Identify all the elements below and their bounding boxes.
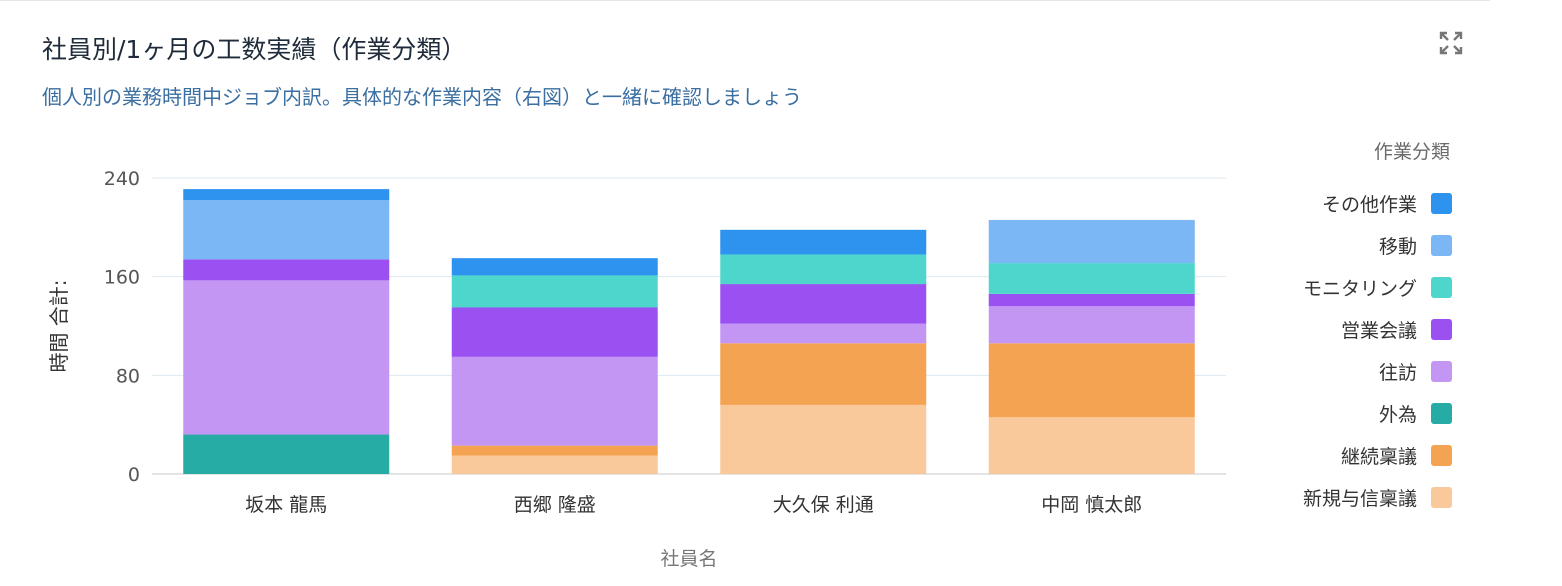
bar-segment[interactable] xyxy=(720,229,927,255)
legend: その他作業移動モニタリング営業会議往訪外為継続稟議新規与信稟議 xyxy=(1303,182,1452,518)
y-tick-label: 80 xyxy=(116,365,140,387)
bar-segment[interactable] xyxy=(183,280,390,435)
bar-segment[interactable] xyxy=(183,434,390,474)
legend-label: その他作業 xyxy=(1321,193,1417,216)
bar-segment[interactable] xyxy=(451,307,658,357)
legend-item[interactable]: 移動 xyxy=(1303,224,1452,266)
bar-segment[interactable] xyxy=(451,258,658,276)
x-axis-label: 社員名 xyxy=(660,548,717,570)
legend-swatch xyxy=(1431,318,1452,340)
bar-segment[interactable] xyxy=(451,455,658,475)
bar-segment[interactable] xyxy=(451,275,658,308)
bar-segment[interactable] xyxy=(451,356,658,446)
legend-label: 継続稟議 xyxy=(1340,445,1417,468)
x-tick-label: 坂本 龍馬 xyxy=(245,494,327,516)
legend-swatch xyxy=(1431,360,1452,382)
bar-segment[interactable] xyxy=(988,219,1195,264)
legend-swatch xyxy=(1431,402,1452,424)
legend-item[interactable]: その他作業 xyxy=(1303,182,1452,224)
top-divider xyxy=(0,0,1490,1)
bar-segment[interactable] xyxy=(183,200,390,260)
x-tick-label: 西郷 隆盛 xyxy=(514,494,596,516)
bar-segment[interactable] xyxy=(720,254,927,285)
legend-item[interactable]: 新規与信稟議 xyxy=(1303,476,1452,518)
bar-segment[interactable] xyxy=(720,404,927,474)
bar-segment[interactable] xyxy=(720,323,927,344)
legend-item[interactable]: 営業会議 xyxy=(1303,308,1452,350)
legend-item[interactable]: 外為 xyxy=(1303,392,1452,434)
legend-swatch xyxy=(1431,192,1452,214)
y-axis-label: 時間 合計: xyxy=(47,279,71,372)
legend-label: 移動 xyxy=(1378,235,1417,258)
legend-swatch xyxy=(1431,444,1452,466)
legend-swatch xyxy=(1431,486,1452,508)
bar-segment[interactable] xyxy=(720,343,927,405)
expand-icon[interactable] xyxy=(1438,30,1464,56)
chart-title: 社員別/1ヶ月の工数実績（作業分類） xyxy=(42,35,467,64)
legend-label: 往訪 xyxy=(1378,361,1417,384)
y-tick-label: 240 xyxy=(104,168,140,190)
chart-subtitle: 個人別の業務時間中ジョブ内訳。具体的な作業内容（右図）と一緒に確認しましょう xyxy=(42,85,802,109)
bar-segment[interactable] xyxy=(451,445,658,456)
y-tick-label: 0 xyxy=(128,464,140,486)
legend-label: 新規与信稟議 xyxy=(1302,487,1417,510)
legend-swatch xyxy=(1431,276,1452,298)
bar-segment[interactable] xyxy=(988,343,1195,418)
x-tick-label: 大久保 利通 xyxy=(773,494,874,516)
legend-title: 作業分類 xyxy=(1373,141,1450,163)
bar-segment[interactable] xyxy=(988,306,1195,344)
legend-label: モニタリング xyxy=(1302,277,1417,300)
y-tick-label: 160 xyxy=(104,267,140,289)
legend-item[interactable]: モニタリング xyxy=(1303,266,1452,308)
bar-segment[interactable] xyxy=(988,417,1195,474)
bar-segment[interactable] xyxy=(183,259,390,281)
legend-swatch xyxy=(1431,234,1452,256)
legend-label: 外為 xyxy=(1378,403,1417,426)
bar-segment[interactable] xyxy=(720,284,927,324)
bar-segment[interactable] xyxy=(988,263,1195,294)
legend-item[interactable]: 往訪 xyxy=(1303,350,1452,392)
x-tick-label: 中岡 慎太郎 xyxy=(1041,494,1142,516)
legend-label: 営業会議 xyxy=(1340,319,1417,342)
legend-item[interactable]: 継続稟議 xyxy=(1303,434,1452,476)
bar-segment[interactable] xyxy=(988,293,1195,307)
bar-segment[interactable] xyxy=(183,189,390,201)
